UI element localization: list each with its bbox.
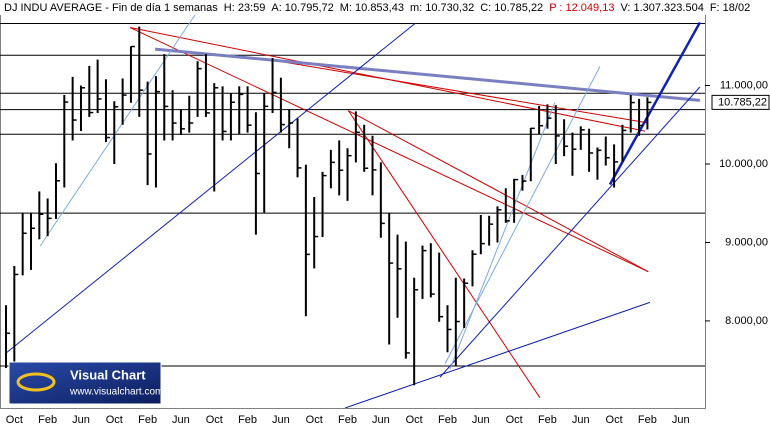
x-tick-label: Jun (272, 414, 290, 426)
x-tick-label: Oct (506, 414, 523, 426)
x-tick-label: Jun (372, 414, 390, 426)
x-tick-label: Feb (138, 414, 157, 426)
x-tick-label: Oct (106, 414, 123, 426)
x-tick-label: Feb (338, 414, 357, 426)
header-stat: A: 10.795,72 (271, 2, 333, 14)
header-stat: m: 10.730,32 (410, 2, 474, 14)
x-tick-label: Oct (406, 414, 423, 426)
header-stat: V: 1.307.323.504 (620, 2, 703, 14)
header-stat: P : 12.049,13 (549, 2, 614, 14)
last-price-box (711, 94, 770, 110)
trend-line (444, 66, 601, 365)
y-tick-label: 9.000,00 (725, 236, 768, 248)
x-tick-label: Oct (606, 414, 623, 426)
header-stat: H: 23:59 (224, 2, 266, 14)
header-stat: C: 10.785,22 (480, 2, 543, 14)
x-tick-label: Oct (306, 414, 323, 426)
trend-line (348, 110, 649, 273)
trend-line (347, 110, 541, 399)
axes: Oct Feb Jun Oct Feb Jun Oct Feb Jun Oct Feb Jun Oct F… (6, 1, 770, 426)
last-price-label: 10.785,22 (718, 96, 767, 108)
x-tick-label: Feb (638, 414, 657, 426)
x-tick-label: Jun (72, 414, 90, 426)
x-tick-label: Jun (172, 414, 190, 426)
trend-line (4, 23, 416, 355)
x-tick-label: Jun (472, 414, 490, 426)
logo-box (8, 361, 162, 405)
header-stat: M: 10.853,43 (340, 2, 404, 14)
header-bar (0, 0, 770, 15)
y-tick-label: 10.000,00 (719, 158, 768, 170)
header-title: DJ INDU AVERAGE - Fin de día 1 semanas (4, 2, 218, 14)
x-tick-label: Jun (572, 414, 590, 426)
logo: Visual Chart www.visualchart.com (8, 361, 163, 405)
x-tick-label: Feb (238, 414, 257, 426)
price-bars (5, 26, 652, 386)
trend-line (344, 301, 651, 408)
logo-title: Visual Chart (70, 367, 146, 382)
trend-line (449, 102, 556, 370)
y-tick-label: 8.000,00 (725, 315, 768, 327)
trend-line (439, 86, 701, 378)
x-tick-label: Feb (438, 414, 457, 426)
header-stat: F: 18/02 (710, 2, 750, 14)
logo-url: www.visualchart.com (69, 387, 163, 398)
trend-line (608, 21, 701, 186)
logo-swoosh (16, 372, 56, 392)
x-tick-label: Oct (206, 414, 223, 426)
trend-line (129, 27, 649, 273)
x-tick-label: Feb (538, 414, 557, 426)
trend-line (154, 47, 701, 102)
x-tick-label: Jun (672, 414, 690, 426)
x-tick-label: Oct (6, 414, 23, 426)
trend-line (261, 57, 649, 124)
x-tick-label: Feb (38, 414, 57, 426)
y-tick-label: 11.000,00 (720, 79, 768, 91)
drawings (0, 0, 705, 408)
